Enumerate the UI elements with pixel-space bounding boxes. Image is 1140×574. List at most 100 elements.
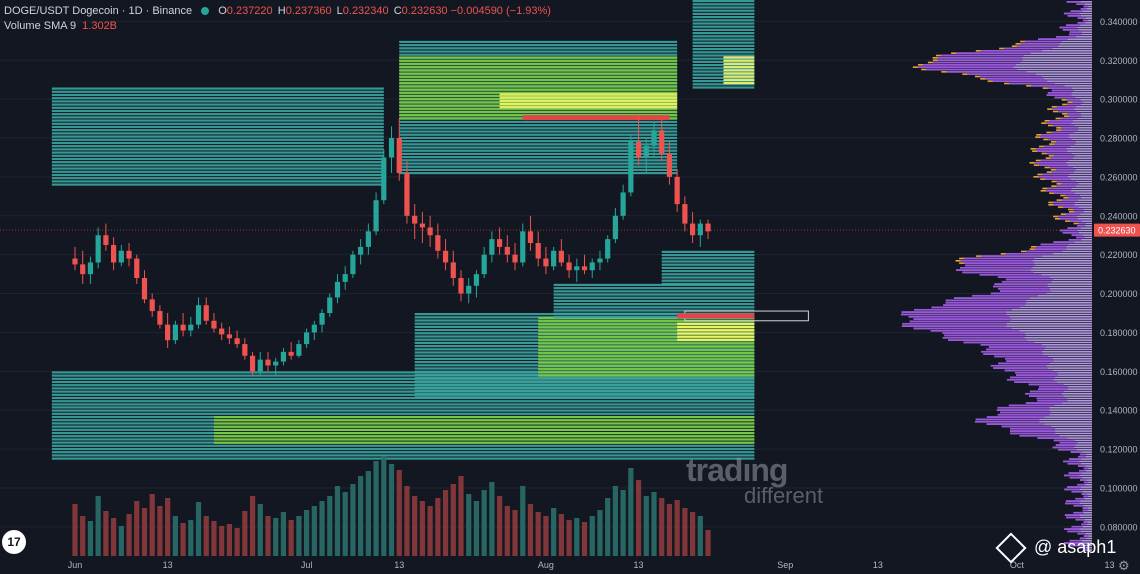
candle-body — [141, 278, 148, 300]
candle-body — [180, 324, 186, 331]
side-profile-edge — [1037, 173, 1043, 176]
profile-row — [538, 342, 755, 345]
volume-bar — [427, 506, 433, 556]
candle-body — [620, 192, 626, 216]
side-profile-row-buy — [1070, 220, 1083, 222]
side-profile-row-buy — [1082, 509, 1088, 512]
side-profile-row-buy — [1034, 162, 1067, 164]
profile-row — [213, 416, 755, 419]
side-profile-row-buy — [1055, 169, 1076, 171]
low-value: 0.232340 — [342, 5, 389, 17]
side-profile-edge — [912, 66, 918, 68]
side-profile-row-buy — [1034, 248, 1067, 250]
profile-row — [51, 390, 755, 393]
candle-body — [103, 235, 109, 245]
candle-body — [126, 250, 132, 259]
volume-bar — [141, 508, 148, 556]
volume-bar — [396, 470, 402, 556]
profile-row — [213, 425, 755, 428]
side-profile-row-buy — [1015, 371, 1058, 374]
settings-gear-icon[interactable]: ⚙ — [1118, 558, 1130, 573]
volume-bar — [674, 500, 680, 556]
side-profile-row-buy — [1049, 166, 1073, 169]
side-profile-row-buy — [1061, 127, 1079, 129]
profile-row — [692, 54, 755, 57]
side-profile-row-buy — [997, 276, 1050, 278]
side-profile-row-buy — [1066, 516, 1081, 519]
side-profile-edge — [1032, 150, 1038, 152]
candle-body — [95, 235, 101, 263]
side-profile-row-buy — [1053, 241, 1075, 243]
candle-body — [435, 235, 441, 251]
candle-body — [304, 332, 310, 345]
side-profile-edge — [999, 47, 1005, 50]
volume-indicator-label[interactable]: Volume SMA 9 — [4, 20, 77, 32]
volume-bar — [597, 510, 603, 556]
side-profile-edge — [1043, 138, 1049, 141]
high-value: 0.237360 — [285, 5, 332, 17]
close-label: C — [393, 5, 402, 17]
profile-row — [723, 78, 755, 81]
profile-row — [51, 93, 384, 97]
side-profile-edge — [1030, 148, 1036, 150]
side-profile-row-buy — [953, 297, 1030, 299]
time-axis[interactable]: Jun13Jul13Aug13Sep13Oct13Nov13Dec13 — [0, 556, 1140, 574]
side-profile-row-buy — [1067, 15, 1082, 17]
profile-row — [692, 70, 755, 73]
profile-row — [399, 104, 678, 107]
side-profile-row-buy — [1077, 224, 1086, 227]
candle-body — [80, 264, 86, 275]
profile-row — [399, 97, 678, 101]
profile-row — [723, 56, 755, 59]
symbol-title[interactable]: DOGE/USDT Dogecoin · 1D · Binance — [4, 5, 193, 17]
profile-row — [51, 109, 384, 113]
volume-bar — [257, 504, 263, 556]
side-profile-edge — [1047, 124, 1053, 127]
last-price-tag-label: 0.232630 — [1098, 226, 1136, 236]
candle-body — [242, 344, 248, 356]
side-profile-row-buy — [1059, 218, 1078, 220]
profile-row — [692, 83, 755, 86]
candle-body — [412, 215, 418, 224]
side-profile-row-buy — [1028, 383, 1064, 386]
side-profile-row-buy — [1046, 94, 1072, 96]
side-profile-edge — [1046, 131, 1052, 134]
side-profile-row-buy — [1071, 490, 1083, 493]
side-profile-row-buy — [1063, 474, 1080, 477]
volume-bar — [566, 520, 572, 556]
side-profile-row-buy — [940, 54, 1025, 57]
candle-body — [165, 324, 171, 341]
profile-row — [692, 0, 755, 3]
profile-row — [51, 164, 384, 167]
side-profile-row-buy — [1052, 108, 1075, 110]
side-profile-row-buy — [909, 320, 1010, 323]
profile-row — [692, 86, 755, 89]
author-handle: @ asaph1 — [995, 532, 1116, 564]
side-profile-edge — [921, 68, 927, 71]
candle-body — [195, 305, 202, 325]
side-profile-edge — [1015, 43, 1021, 45]
tradingview-logo-icon[interactable]: 17 — [2, 530, 26, 554]
side-profile-edge — [1060, 213, 1066, 215]
side-profile-edge — [1068, 208, 1074, 211]
volume-bar — [612, 486, 618, 556]
side-profile-row-buy — [1067, 103, 1081, 106]
side-profile-edge — [1067, 101, 1073, 103]
price-axis[interactable]: 0.080000 0.100000 0.120000 0.140000 0.160000… — [1092, 0, 1140, 574]
profile-row — [399, 143, 678, 146]
side-profile-row-buy — [1005, 357, 1053, 360]
side-profile-row-buy — [1083, 521, 1089, 523]
profile-row — [51, 384, 755, 387]
side-profile-row-buy — [1045, 178, 1071, 180]
binance-logo-icon — [995, 532, 1027, 564]
volume-bar — [327, 496, 333, 556]
side-profile-edge — [1044, 120, 1050, 122]
volume-bar — [342, 492, 348, 556]
volume-bar — [134, 501, 140, 556]
side-profile-row-buy — [1038, 38, 1068, 40]
change-value: −0.004590 (−1.93%) — [450, 5, 551, 17]
side-profile-row-buy — [901, 325, 1007, 327]
side-profile-row-buy — [1053, 439, 1075, 442]
profile-row — [399, 44, 678, 47]
